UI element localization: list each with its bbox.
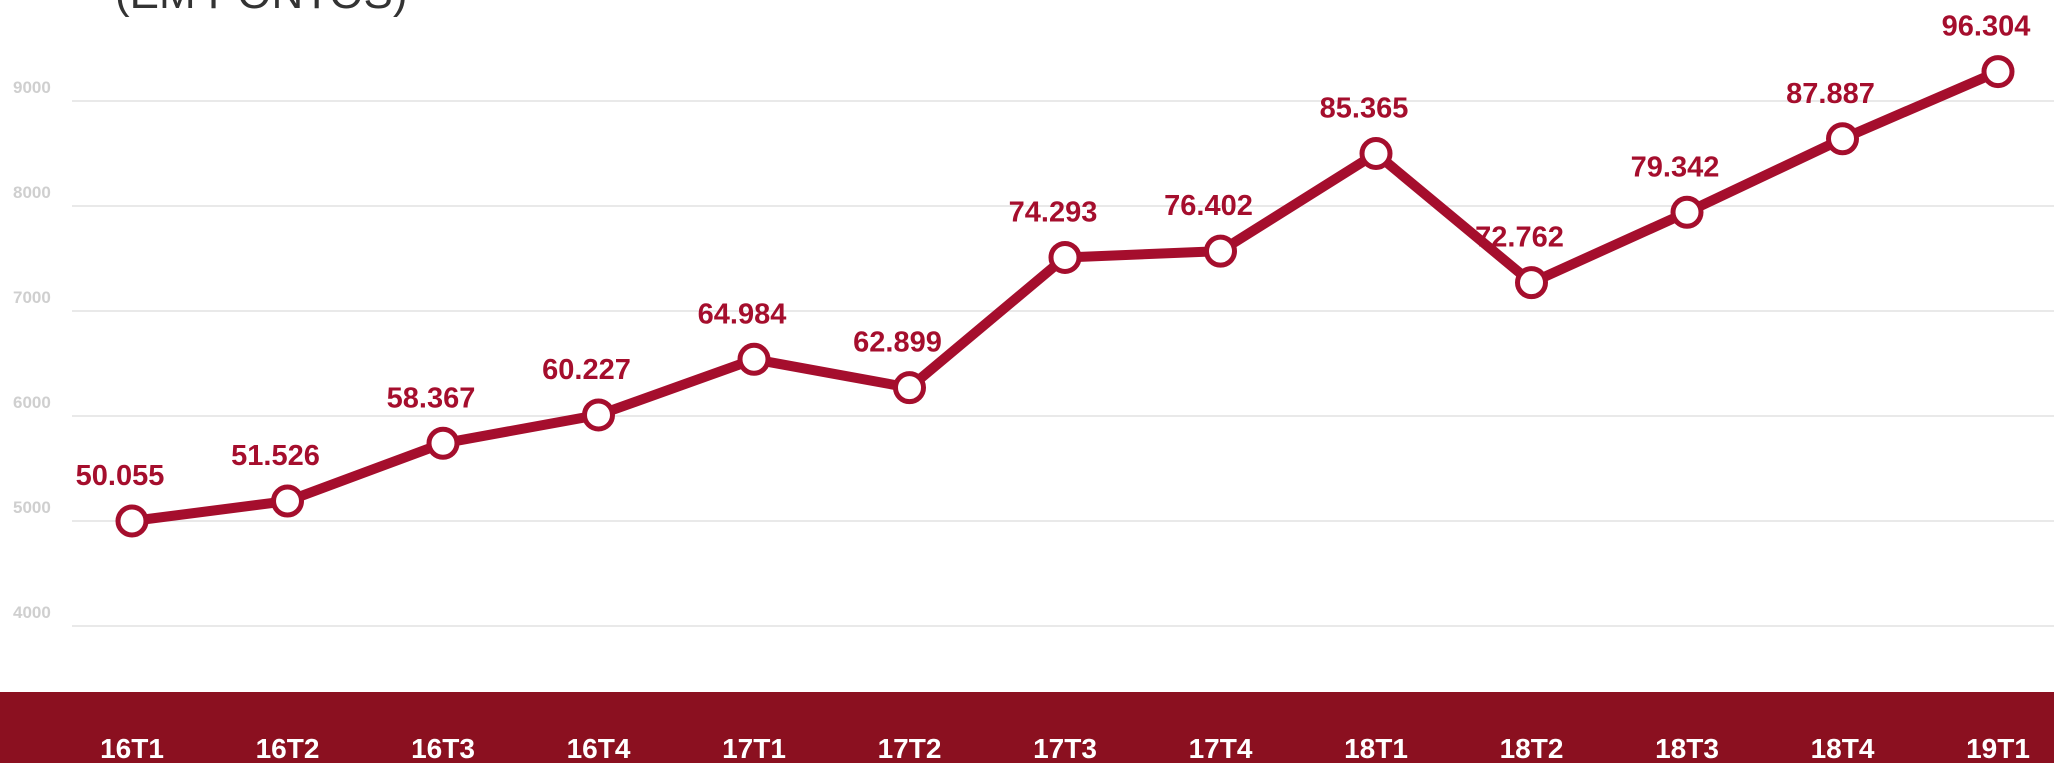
point	[1048, 240, 1082, 274]
y-tick-label: 6000	[13, 393, 51, 412]
x-tick-label: 18T4	[1811, 733, 1875, 763]
value-label: 64.984	[698, 298, 787, 330]
x-tick-label: 16T4	[567, 733, 631, 763]
point	[893, 371, 926, 405]
point	[426, 426, 460, 460]
value-label: 50.055	[76, 460, 165, 492]
y-tick-label: 5000	[13, 498, 51, 517]
y-tick-label: 9000	[13, 78, 51, 97]
y-tick-label: 7000	[13, 288, 51, 307]
point	[1670, 195, 1704, 229]
y-tick-label: 8000	[13, 183, 51, 202]
point	[1981, 55, 2015, 89]
point	[115, 504, 149, 538]
point	[1204, 234, 1237, 268]
x-tick-label: 18T2	[1500, 733, 1564, 763]
y-tick-label: 4000	[13, 603, 51, 622]
point	[1826, 122, 1859, 156]
point	[271, 484, 304, 518]
value-label: 79.342	[1631, 151, 1720, 183]
x-tick-label: 17T1	[722, 733, 786, 763]
x-tick-label: 18T1	[1344, 733, 1408, 763]
value-label: 60.227	[542, 354, 631, 386]
series-line	[131, 67, 2000, 526]
point	[1359, 137, 1393, 170]
x-tick-label: 16T2	[256, 733, 320, 763]
value-label: 96.304	[1942, 11, 2031, 43]
x-tick-label: 17T4	[1189, 733, 1253, 763]
point	[582, 398, 615, 432]
value-label: 87.887	[1786, 78, 1875, 110]
x-tick-label: 17T2	[878, 733, 942, 763]
x-tick-label: 17T3	[1033, 733, 1097, 763]
value-label: 62.899	[853, 327, 942, 359]
x-tick-label: 19T1	[1966, 733, 2030, 763]
value-label: 72.762	[1475, 222, 1564, 254]
point	[1515, 266, 1548, 300]
x-tick-label: 16T1	[100, 733, 164, 763]
x-tick-label: 18T3	[1655, 733, 1719, 763]
value-label: 58.367	[387, 382, 476, 414]
category-band	[0, 692, 2054, 763]
chart-title: (EM PONTOS)	[115, 0, 408, 18]
value-label: 51.526	[231, 440, 320, 472]
value-label: 74.293	[1009, 196, 1098, 228]
x-tick-label: 16T3	[411, 733, 475, 763]
point	[737, 342, 771, 376]
value-label: 85.365	[1320, 93, 1409, 125]
value-label: 76.402	[1164, 190, 1253, 222]
